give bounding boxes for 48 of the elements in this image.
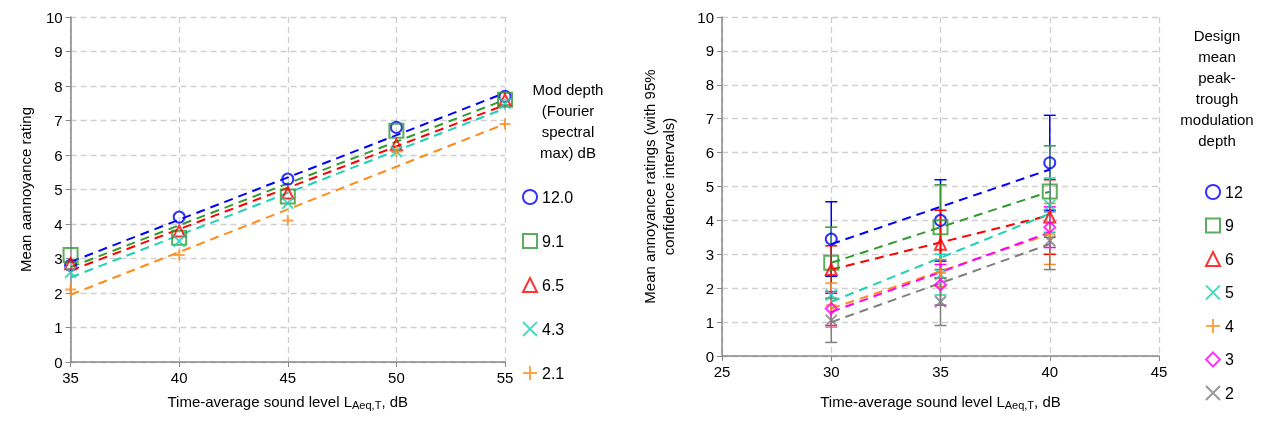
legend-label: 4 bbox=[1225, 317, 1234, 335]
legend-label: 9 bbox=[1225, 217, 1234, 234]
y-tick-label: 0 bbox=[54, 353, 63, 371]
y-tick-label: 10 bbox=[45, 8, 63, 26]
x-tick-label: 30 bbox=[822, 363, 840, 380]
legend-label: 2 bbox=[1225, 384, 1234, 402]
y-tick-label: 1 bbox=[705, 313, 714, 331]
legend-label: 6.5 bbox=[542, 276, 565, 294]
x-tick-label: 25 bbox=[713, 363, 731, 380]
y-tick-label: 5 bbox=[54, 181, 63, 198]
legend-title: Design mean peak-trough modulation depth bbox=[1180, 27, 1254, 149]
x-tick-label: 45 bbox=[279, 369, 297, 386]
y-axis-title: Mean annoyance ratings (with 95% confidence intervals) bbox=[641, 69, 677, 304]
legend-title: Mod depth (Fourier spectral max) dB bbox=[532, 81, 604, 161]
legend-label: 5 bbox=[1225, 284, 1234, 301]
x-tick-label: 45 bbox=[1150, 363, 1168, 380]
y-tick-label: 9 bbox=[705, 42, 714, 60]
y-tick-label: 1 bbox=[54, 319, 63, 336]
legend-label: 2.1 bbox=[542, 364, 565, 382]
x-tick-label: 50 bbox=[388, 369, 405, 386]
legend-label: 4.3 bbox=[542, 320, 565, 338]
x-tick-label: 40 bbox=[1041, 363, 1059, 380]
y-tick-label: 3 bbox=[54, 250, 63, 267]
y-tick-label: 3 bbox=[705, 245, 714, 263]
x-tick-label: 35 bbox=[932, 363, 949, 380]
legend-label: 6 bbox=[1225, 250, 1234, 268]
y-tick-label: 6 bbox=[705, 144, 714, 162]
legend-label: 12.0 bbox=[542, 188, 574, 206]
y-tick-label: 2 bbox=[705, 279, 714, 297]
y-tick-label: 6 bbox=[54, 146, 63, 164]
y-tick-label: 9 bbox=[54, 43, 63, 60]
y-tick-label: 0 bbox=[705, 347, 714, 365]
x-tick-label: 40 bbox=[170, 369, 188, 386]
y-tick-label: 10 bbox=[697, 8, 714, 26]
y-tick-label: 4 bbox=[705, 211, 714, 229]
y-tick-label: 2 bbox=[54, 284, 63, 302]
x-tick-label: 35 bbox=[62, 369, 79, 386]
y-tick-label: 8 bbox=[705, 76, 714, 94]
y-axis-title: Mean aannoyance rating bbox=[17, 106, 34, 273]
legend-label: 9.1 bbox=[542, 232, 565, 250]
y-tick-label: 4 bbox=[54, 215, 63, 233]
y-tick-label: 8 bbox=[54, 77, 63, 95]
x-tick-label: 55 bbox=[496, 369, 514, 386]
y-tick-label: 5 bbox=[705, 178, 714, 195]
y-tick-label: 7 bbox=[705, 110, 714, 128]
y-tick-label: 7 bbox=[54, 112, 63, 129]
legend-label: 3 bbox=[1225, 351, 1234, 368]
legend-label: 12 bbox=[1225, 183, 1243, 201]
